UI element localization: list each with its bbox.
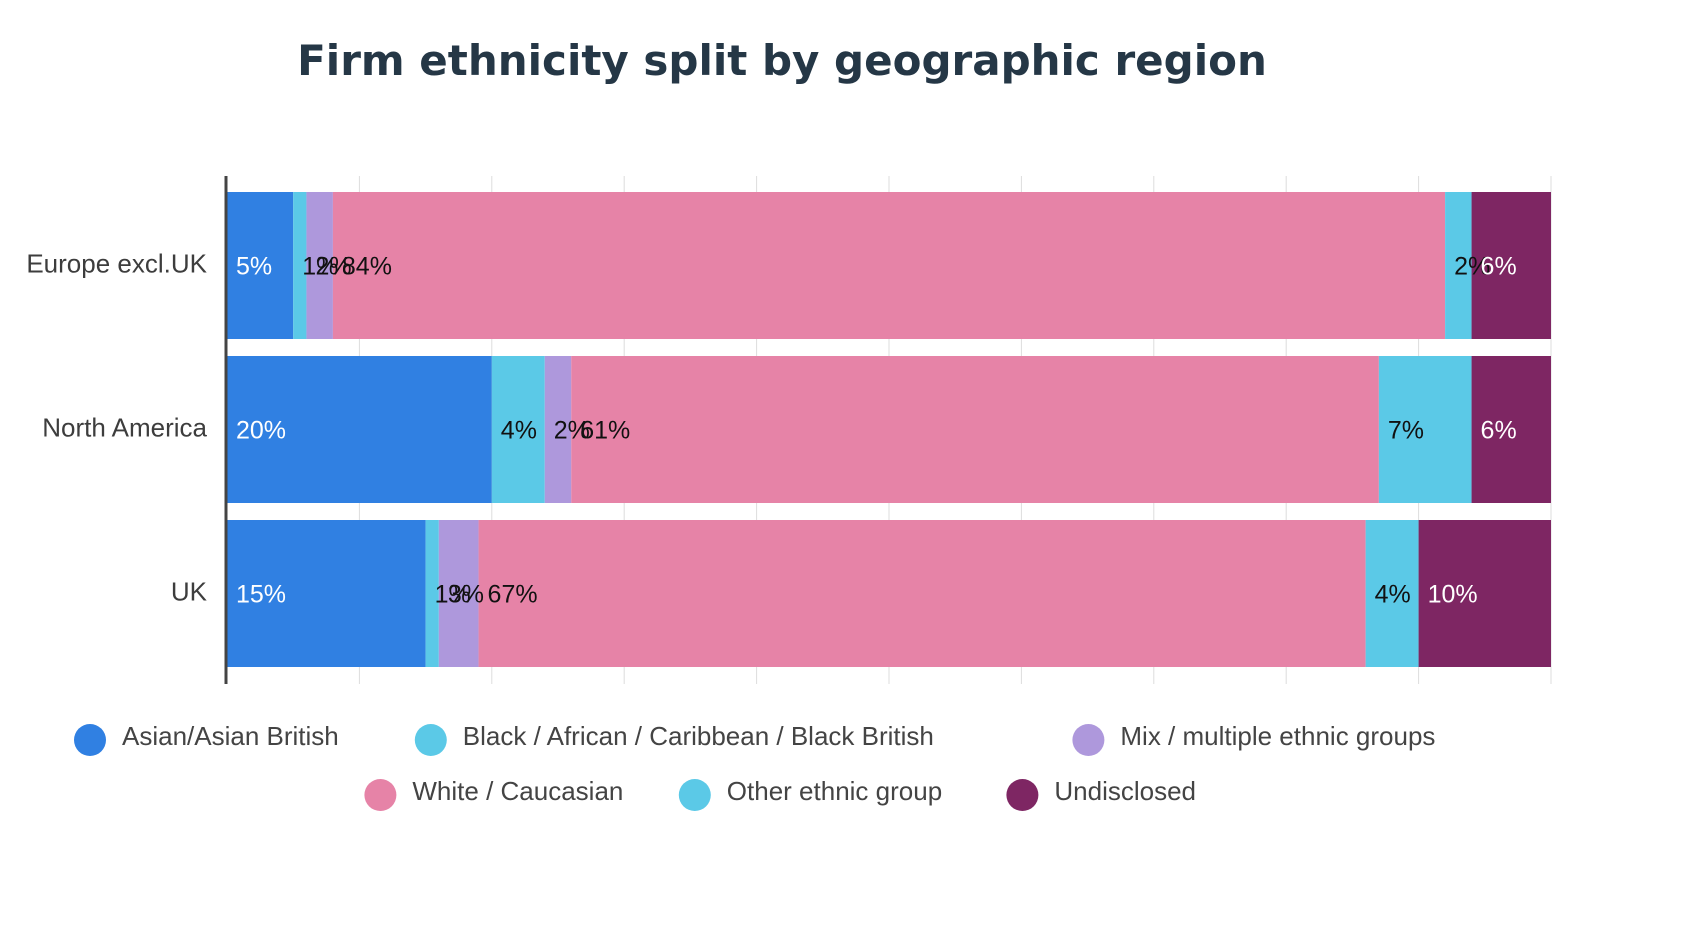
data-label: 6%: [1481, 253, 1517, 281]
bar-segment: [293, 192, 307, 339]
legend-label: Undisclosed: [1054, 776, 1196, 806]
legend-item: Mix / multiple ethnic groups: [1072, 721, 1435, 756]
bar-segment: [227, 192, 294, 339]
legend-swatch: [414, 724, 447, 756]
data-label: 6%: [1481, 417, 1517, 445]
data-label: 1%: [435, 581, 471, 609]
data-label: 7%: [1388, 417, 1424, 445]
data-label: 15%: [236, 581, 286, 609]
data-label: 5%: [236, 253, 272, 281]
legend-item: Black / African / Caribbean / Black Brit…: [414, 721, 934, 756]
legend-label: Other ethnic group: [727, 776, 942, 806]
legend-item: Other ethnic group: [678, 776, 942, 811]
legend: Asian/Asian British Black / African / Car…: [74, 721, 1435, 811]
category-label: North America: [42, 413, 207, 443]
legend-label: Black / African / Caribbean / Black Brit…: [463, 721, 934, 751]
bar-segment: [227, 356, 492, 503]
bar-segment: [544, 356, 572, 503]
bar-segment: [438, 520, 479, 667]
data-label: 61%: [580, 417, 630, 445]
data-label: 3%: [448, 581, 484, 609]
data-label: 10%: [1428, 581, 1478, 609]
legend-label: Asian/Asian British: [122, 721, 339, 751]
bar-segment: [1471, 192, 1551, 339]
bar-segment: [1471, 356, 1551, 503]
bar-segment: [1445, 192, 1472, 339]
data-label: 2%: [554, 417, 590, 445]
value-labels: 5% 1%2%84% 2%6%20% 4% 2%61% 7% 6%15% 1%3% 67% 4% 1…: [236, 253, 1517, 609]
data-label: 4%: [1375, 581, 1411, 609]
bar-segment: [306, 192, 333, 339]
legend-swatch: [74, 724, 106, 756]
category-label: Europe excl.UK: [26, 249, 207, 279]
legend-label: White / Caucasian: [412, 776, 623, 806]
data-label: 2%: [1454, 253, 1490, 281]
bars: [227, 192, 1551, 667]
legend-swatch: [1006, 779, 1039, 811]
bar-segment: [478, 520, 1366, 667]
bar-segment: [227, 520, 426, 667]
data-label: 20%: [236, 417, 286, 445]
data-label: 1%: [302, 253, 338, 281]
chart-title: Firm ethnicity split by geographic regio…: [297, 36, 1267, 85]
legend-item: Undisclosed: [1006, 776, 1196, 811]
legend-item: White / Caucasian: [364, 776, 623, 811]
bar-segment: [332, 192, 1446, 339]
data-label: 84%: [342, 253, 392, 281]
legend-label: Mix / multiple ethnic groups: [1120, 721, 1435, 751]
data-label: 2%: [315, 253, 351, 281]
bar-segment: [571, 356, 1379, 503]
category-labels: Europe excl.UK North America UK: [26, 249, 207, 607]
bar-segment: [1365, 520, 1419, 667]
bar-segment: [1418, 520, 1551, 667]
legend-swatch: [364, 779, 397, 811]
bar-segment: [491, 356, 545, 503]
legend-swatch: [678, 779, 711, 811]
legend-swatch: [1072, 724, 1105, 756]
legend-item: Asian/Asian British: [74, 721, 339, 756]
bar-segment: [425, 520, 439, 667]
bar-segment: [1378, 356, 1472, 503]
data-label: 4%: [501, 417, 537, 445]
data-label: 67%: [488, 581, 538, 609]
category-label: UK: [171, 577, 208, 607]
